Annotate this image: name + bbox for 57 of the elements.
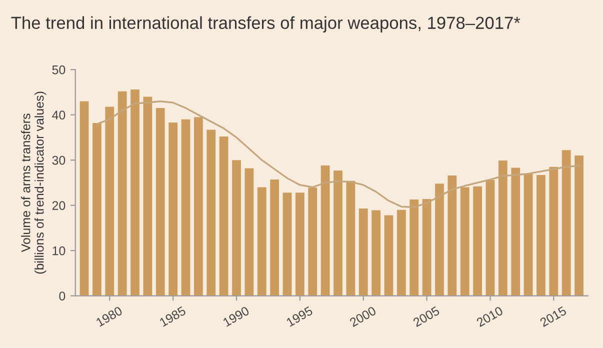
bar <box>524 174 533 296</box>
bar <box>435 184 444 296</box>
bar <box>320 166 330 296</box>
bar <box>396 210 406 296</box>
bar <box>156 108 165 296</box>
bar <box>130 90 140 296</box>
bar <box>384 215 394 296</box>
bar <box>498 160 508 296</box>
x-tick-label: 1990 <box>222 306 250 327</box>
x-tick-label: 1995 <box>286 306 314 327</box>
bar <box>486 180 495 296</box>
x-tick-label: 2000 <box>349 306 377 328</box>
chart-title: The trend in international transfers of major weapons, 1978–2017* <box>11 16 520 32</box>
bar <box>194 117 203 296</box>
bar <box>422 198 432 296</box>
y-axis-title: Volume of arms transfers (billions of trend-indicator values) <box>21 92 46 274</box>
bar <box>244 168 254 296</box>
x-tick-label: 2005 <box>412 306 440 328</box>
bar <box>562 150 571 296</box>
bar <box>168 122 178 296</box>
bar <box>574 156 584 296</box>
bar <box>473 186 482 296</box>
bar <box>410 199 419 296</box>
bar <box>282 192 292 296</box>
bar <box>511 168 520 296</box>
bar <box>206 130 216 296</box>
y-tick-label: 50 <box>52 65 66 74</box>
y-tick-label: 30 <box>52 156 66 165</box>
x-tick-label: 2015 <box>539 306 567 328</box>
x-tick-label: 1985 <box>159 306 186 327</box>
x-tick-label: 1980 <box>96 306 123 327</box>
bar <box>118 91 127 296</box>
bar <box>308 188 318 296</box>
x-tick-label: 2010 <box>476 306 504 328</box>
line-series <box>96 100 580 208</box>
bar <box>448 175 457 296</box>
bar <box>257 187 266 296</box>
bar <box>92 122 102 296</box>
bar <box>536 175 546 296</box>
y-tick-label: 0 <box>59 292 66 300</box>
y-tick-label: 10 <box>52 246 66 256</box>
bar <box>346 180 356 296</box>
y-tick-label: 40 <box>52 110 66 120</box>
bar <box>270 180 279 296</box>
bar <box>232 160 241 296</box>
bar <box>181 119 190 296</box>
bar <box>219 136 228 296</box>
bar <box>334 170 342 296</box>
bar <box>105 106 114 296</box>
bar <box>295 192 304 296</box>
bar <box>372 210 380 296</box>
bar <box>80 101 89 296</box>
bar <box>460 187 470 296</box>
y-tick-label: 20 <box>52 201 66 210</box>
bar <box>143 96 152 296</box>
bar <box>358 208 368 296</box>
bar <box>549 166 558 296</box>
